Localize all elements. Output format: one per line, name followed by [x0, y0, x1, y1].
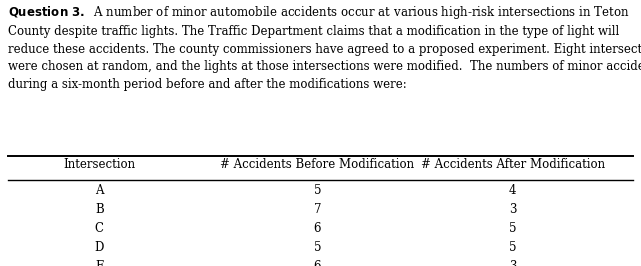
Text: 5: 5: [509, 241, 517, 254]
Text: 5: 5: [313, 241, 321, 254]
Text: $\mathbf{Question\ 3.}$  A number of minor automobile accidents occur at various: $\mathbf{Question\ 3.}$ A number of mino…: [8, 4, 641, 91]
Text: Intersection: Intersection: [63, 158, 135, 171]
Text: 6: 6: [313, 222, 321, 235]
Text: # Accidents Before Modification: # Accidents Before Modification: [221, 158, 414, 171]
Text: 3: 3: [509, 260, 517, 266]
Text: D: D: [95, 241, 104, 254]
Text: # Accidents After Modification: # Accidents After Modification: [420, 158, 605, 171]
Text: E: E: [95, 260, 104, 266]
Text: C: C: [95, 222, 104, 235]
Text: 3: 3: [509, 203, 517, 216]
Text: 7: 7: [313, 203, 321, 216]
Text: B: B: [95, 203, 104, 216]
Text: 6: 6: [313, 260, 321, 266]
Text: A: A: [95, 184, 104, 197]
Text: 5: 5: [509, 222, 517, 235]
Text: 4: 4: [509, 184, 517, 197]
Text: 5: 5: [313, 184, 321, 197]
